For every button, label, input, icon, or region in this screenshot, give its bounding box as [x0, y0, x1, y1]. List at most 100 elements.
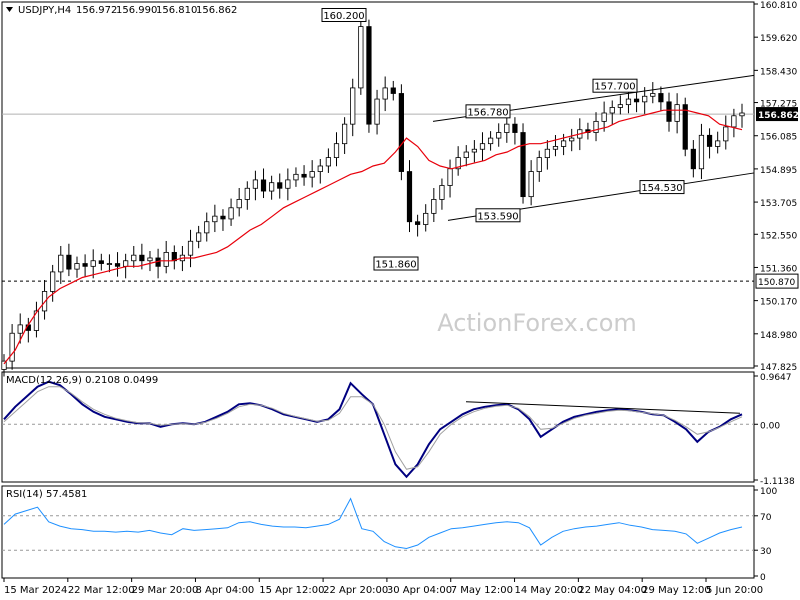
- candle-body: [715, 140, 721, 147]
- candle-body: [98, 260, 104, 264]
- rsi-tick-label: 100: [760, 487, 777, 497]
- swing-level-box: [373, 256, 419, 271]
- price-tick-label: 150.170: [760, 298, 797, 308]
- macd-tick-label: -1.1138: [760, 477, 795, 487]
- candle-body: [382, 87, 388, 100]
- price-title: USDJPY,H4: [18, 5, 71, 16]
- candle-body: [414, 221, 421, 225]
- price-low: 156.810: [156, 5, 197, 16]
- candle-body: [642, 95, 648, 103]
- swing-level-label: 157.700: [594, 82, 635, 93]
- candle-body: [131, 254, 137, 262]
- candle-body: [187, 240, 194, 256]
- candle-body: [504, 123, 510, 133]
- candle-body: [163, 251, 169, 267]
- candle-body: [277, 182, 283, 189]
- candle-body: [731, 115, 737, 128]
- macd-panel-frame: [1, 371, 755, 483]
- macd-axis: 0.9647 0.00 -1.1138: [754, 373, 795, 487]
- candle-body: [269, 182, 275, 192]
- candle-body: [285, 179, 291, 189]
- price-tick-label: 151.360: [760, 264, 797, 274]
- candle-body: [455, 157, 461, 170]
- candle-body: [66, 254, 72, 270]
- x-tick-label: 29 Mar 20:00: [132, 585, 199, 596]
- candle-body: [463, 151, 469, 159]
- candle-body: [431, 199, 437, 214]
- current-price-label: 156.862: [758, 111, 799, 121]
- candle-body: [139, 254, 145, 262]
- candle-body: [9, 332, 15, 362]
- x-tick-label: 8 Apr 04:00: [195, 585, 254, 596]
- price-tick-label: 154.895: [760, 166, 797, 176]
- watermark: ActionForex.com: [437, 309, 637, 337]
- candle-body: [479, 143, 486, 150]
- swing-level-label: 151.860: [375, 260, 416, 271]
- candle-body: [674, 104, 680, 122]
- candle-body: [204, 221, 210, 234]
- candle-body: [617, 104, 623, 108]
- price-plot: 160.200 151.860 156.780 153.590 157.700 154.5…: [1, 8, 755, 377]
- candle-body: [471, 148, 477, 153]
- candle-body: [106, 263, 113, 265]
- price-tick-label: 159.620: [760, 34, 797, 44]
- candle-body: [423, 212, 429, 225]
- price-tick-label: 157.275: [760, 100, 797, 110]
- candle-body: [544, 148, 550, 159]
- candle-body: [342, 123, 348, 145]
- price-tick-label: 147.825: [760, 363, 797, 373]
- price-tick-label: 153.705: [760, 199, 797, 209]
- candle-body: [374, 98, 380, 125]
- x-tick-label: 7 May 12:00: [451, 585, 513, 596]
- candle-body: [447, 168, 453, 186]
- candle-body: [58, 254, 64, 273]
- price-tick-label: 152.550: [760, 231, 797, 241]
- price-tick-label: 148.980: [760, 331, 797, 341]
- rsi-panel-frame: [1, 485, 755, 579]
- price-open: 156.972: [76, 5, 117, 16]
- candle-body: [398, 93, 404, 172]
- swing-level-box: [321, 8, 367, 23]
- price-axis: 160.810 159.620 158.430 157.275 156.085 154.8…: [754, 1, 799, 373]
- macd-plot: [2, 380, 754, 479]
- moving-average-line: [3, 109, 743, 365]
- price-close: 156.862: [196, 5, 237, 16]
- swing-level-box: [639, 180, 685, 195]
- candle-body: [633, 98, 640, 103]
- swing-level-label: 153.590: [477, 211, 518, 222]
- candle-body: [309, 171, 315, 178]
- candle-body: [317, 165, 323, 172]
- swing-level-label: 154.530: [641, 183, 682, 194]
- rsi-title: RSI(14) 57.4581: [6, 489, 87, 500]
- candle-body: [325, 157, 332, 167]
- candle-body: [41, 291, 48, 312]
- macd-signal-line: [3, 386, 743, 470]
- candle-body: [682, 104, 688, 150]
- macd-tick-label: 0.00: [760, 421, 780, 431]
- candle-body: [593, 120, 599, 133]
- x-tick-label: 14 May 20:00: [515, 585, 584, 596]
- support-price-label: 150.870: [758, 278, 795, 288]
- candle-body: [609, 107, 615, 114]
- macd-trendline: [465, 401, 741, 414]
- support-price-box: [755, 273, 799, 289]
- candle-body: [690, 148, 696, 170]
- price-tick-label: 156.085: [760, 133, 797, 143]
- swing-level-box: [465, 104, 511, 119]
- swing-level-label: 156.780: [467, 107, 508, 118]
- price-tick-label: 158.430: [760, 67, 797, 77]
- x-tick-label: 22 Mar 12:00: [68, 585, 135, 596]
- swing-level-label: 160.200: [323, 11, 364, 22]
- candle-body: [228, 207, 234, 220]
- candle-body: [487, 137, 494, 145]
- candle-body: [82, 263, 88, 267]
- candle-body: [244, 187, 250, 200]
- price-panel-frame: [1, 1, 755, 369]
- collapse-triangle-icon[interactable]: [6, 7, 13, 12]
- candle-body: [236, 199, 242, 209]
- candle-body: [333, 143, 340, 159]
- candle-body: [552, 146, 559, 150]
- candle-body: [147, 257, 153, 262]
